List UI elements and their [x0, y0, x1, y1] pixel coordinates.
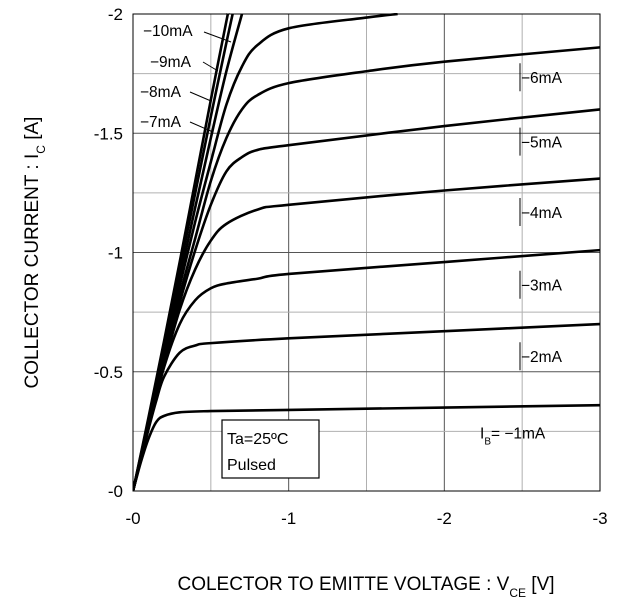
series-curve	[133, 403, 601, 491]
y-tick-label: -1.5	[94, 124, 123, 143]
series-label: −3mA	[521, 278, 563, 295]
y-tick-label: -0	[108, 482, 123, 501]
x-tick-label: -2	[437, 509, 452, 528]
series-label-leader	[203, 31, 232, 43]
annotation-temperature: Ta=25ºC	[227, 431, 288, 448]
y-tick-label: -2	[108, 5, 123, 24]
series-curve	[133, 13, 230, 491]
x-tick-label: -3	[592, 509, 607, 528]
series-label: −7mA	[140, 114, 182, 131]
series-labels: IB= −1mA −2mA −3mA −4mA −5mA −6mA −10mA −9mA −8m…	[140, 23, 563, 447]
series-label: −4mA	[521, 205, 563, 222]
y-tick-label: -0.5	[94, 363, 123, 382]
annotation-pulsed: Pulsed	[227, 457, 276, 474]
series-label: −2mA	[521, 349, 563, 366]
x-axis-title: COLECTOR TO EMITTE VOLTAGE : VCE [V]	[177, 574, 554, 600]
series-label: IB= −1mA	[480, 426, 546, 448]
tick-labels: -0 -1 -2 -3 -0 -0.5 -1 -1.5 -2	[94, 5, 608, 528]
y-tick-label: -1	[108, 244, 123, 263]
series-label-leader	[202, 61, 219, 72]
series-label: −9mA	[150, 54, 192, 71]
data-series	[133, 13, 601, 491]
series-label: −10mA	[143, 23, 193, 40]
y-axis-title: COLLECTOR CURRENT : IC [A]	[22, 117, 48, 389]
series-label: −6mA	[521, 70, 563, 87]
x-tick-label: -0	[125, 509, 140, 528]
x-tick-label: -1	[281, 509, 296, 528]
series-label: −5mA	[521, 135, 563, 152]
annotation-box: Ta=25ºC Pulsed	[221, 419, 320, 479]
plot-frame	[132, 13, 601, 492]
series-label-leader	[189, 91, 212, 102]
series-label: −8mA	[140, 84, 182, 101]
series-label-leader	[189, 121, 214, 133]
